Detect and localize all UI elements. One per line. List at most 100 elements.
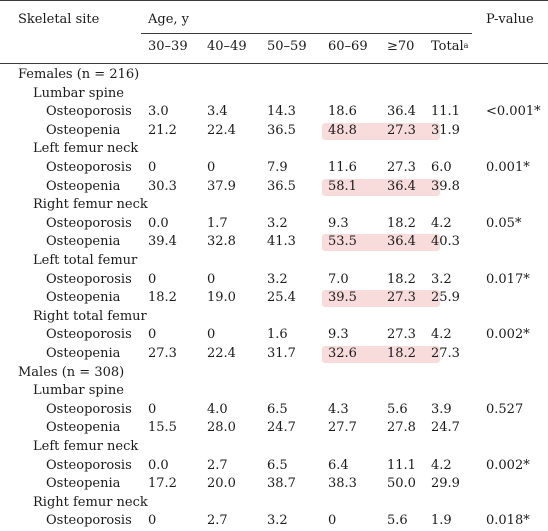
cell-value: 48.8 [328,122,357,138]
row-label: Osteopenia [46,234,121,250]
cell-value: 27.3 [387,327,416,343]
table-row: Osteopenia 17.2 20.0 38.7 38.3 50.0 29.9 [0,475,548,494]
cell-value: 11.1 [387,457,416,473]
site-name: Left femur neck [33,141,139,157]
cell-value: 2.7 [207,513,228,529]
row-label: Osteoporosis [46,327,132,343]
age-underline [141,33,472,34]
row-label: Osteopenia [46,476,121,492]
table-row: Osteoporosis 0 2.7 3.2 0 5.6 1.9 0.018* [0,512,548,531]
group-title: Females (n = 216) [18,67,140,82]
row-label: Osteoporosis [46,160,132,175]
cell-value: 39.8 [431,178,460,194]
row-label: Osteoporosis [46,513,132,529]
cell-value: 19.0 [207,290,236,306]
cell-value: 36.5 [267,122,296,138]
cell-value: 27.3 [148,346,177,361]
cell-value: 36.5 [267,178,296,194]
table-row: Osteoporosis 3.0 3.4 14.3 18.6 36.4 11.1 <0.001… [0,103,548,122]
p-value: 0.017* [486,271,530,287]
cell-value: 18.2 [387,346,416,361]
row-label: Osteoporosis [46,271,132,287]
cell-value: 6.4 [328,457,349,473]
table-row: Osteoporosis 0 0 7.9 11.6 27.3 6.0 0.001* [0,159,548,178]
cell-value: 3.9 [431,401,452,417]
highlight-band [322,178,440,196]
p-value: 0.001* [486,160,530,175]
row-label: Osteoporosis [46,104,132,120]
table-row: Osteopenia 27.3 22.4 31.7 32.6 18.2 27.3 [0,345,548,364]
site-name: Right femur neck [33,494,148,510]
cell-value: 0 [148,513,157,529]
cell-value: 17.2 [148,476,177,492]
highlight-band [322,234,440,252]
table-row: Osteoporosis 0 4.0 6.5 4.3 5.6 3.9 0.527 [0,401,548,420]
p-value: 0.527 [486,401,524,417]
site-header-row: Lumbar spine [0,85,548,104]
cell-value: 0 [148,401,157,417]
header-age-40-49: 40–49 [207,39,247,54]
cell-value: 3.4 [207,104,228,120]
cell-value: 4.0 [207,401,228,417]
site-header-row: Right femur neck [0,494,548,513]
cell-value: 39.4 [148,234,177,250]
group-header-row: Males (n = 308) [0,364,548,383]
cell-value: 37.9 [207,178,236,194]
cell-value: 36.4 [387,234,416,250]
header-total: Totala [431,38,468,56]
cell-value: 4.2 [431,215,452,231]
cell-value: 22.4 [207,122,236,138]
table-row: Osteoporosis 0 0 3.2 7.0 18.2 3.2 0.017* [0,271,548,290]
cell-value: 27.7 [328,420,357,436]
cell-value: 27.8 [387,420,416,436]
table-row: Osteoporosis 0 0 1.6 9.3 27.3 4.2 0.002* [0,326,548,345]
cell-value: 20.0 [207,476,236,492]
cell-value: 40.3 [431,234,460,250]
header-age-70-plus: ≥70 [387,39,415,54]
site-name: Left femur neck [33,439,139,454]
cell-value: 6.5 [267,401,288,417]
cell-value: 5.6 [387,401,408,417]
cell-value: 3.2 [267,513,288,529]
cell-value: 32.8 [207,234,236,250]
cell-value: 0 [207,271,216,287]
cell-value: 3.2 [431,271,452,287]
cell-value: 0.0 [148,457,169,473]
cell-value: 27.3 [387,122,416,138]
table-row: Osteoporosis 0.0 1.7 3.2 9.3 18.2 4.2 0.05* [0,215,548,234]
cell-value: 14.3 [267,104,296,120]
cell-value: 27.3 [387,290,416,306]
highlight-band [322,290,440,308]
cell-value: 4.2 [431,327,452,343]
cell-value: 15.5 [148,420,177,436]
site-name: Lumbar spine [33,85,124,101]
table-row: Osteopenia 15.5 28.0 24.7 27.7 27.8 24.7 [0,419,548,438]
row-label: Osteopenia [46,290,121,306]
top-rule [0,0,548,1]
cell-value: 9.3 [328,327,349,343]
cell-value: 28.0 [207,420,236,436]
cell-value: 0 [328,513,337,529]
row-label: Osteoporosis [46,457,132,473]
site-name: Lumbar spine [33,383,124,399]
cell-value: 1.6 [267,327,288,343]
cell-value: 24.7 [431,420,460,436]
cell-value: 18.2 [387,215,416,231]
cell-value: 0 [207,160,216,175]
cell-value: 0 [148,160,157,175]
cell-value: 2.7 [207,457,228,473]
cell-value: 30.3 [148,178,177,194]
header-age: Age, y [148,12,190,27]
table-row: Osteoporosis 0.0 2.7 6.5 6.4 11.1 4.2 0.002* [0,457,548,476]
header-age-60-69: 60–69 [328,39,368,54]
site-header-row: Right total femur [0,308,548,327]
cell-value: 41.3 [267,234,296,250]
group-title: Males (n = 308) [18,364,125,380]
site-header-row: Left femur neck [0,140,548,159]
cell-value: 1.7 [207,215,228,231]
cell-value: 25.9 [431,290,460,306]
cell-value: 21.2 [148,122,177,138]
table-row: Osteopenia 39.4 32.8 41.3 53.5 36.4 40.3 [0,233,548,252]
header-skeletal-site: Skeletal site [18,12,100,27]
